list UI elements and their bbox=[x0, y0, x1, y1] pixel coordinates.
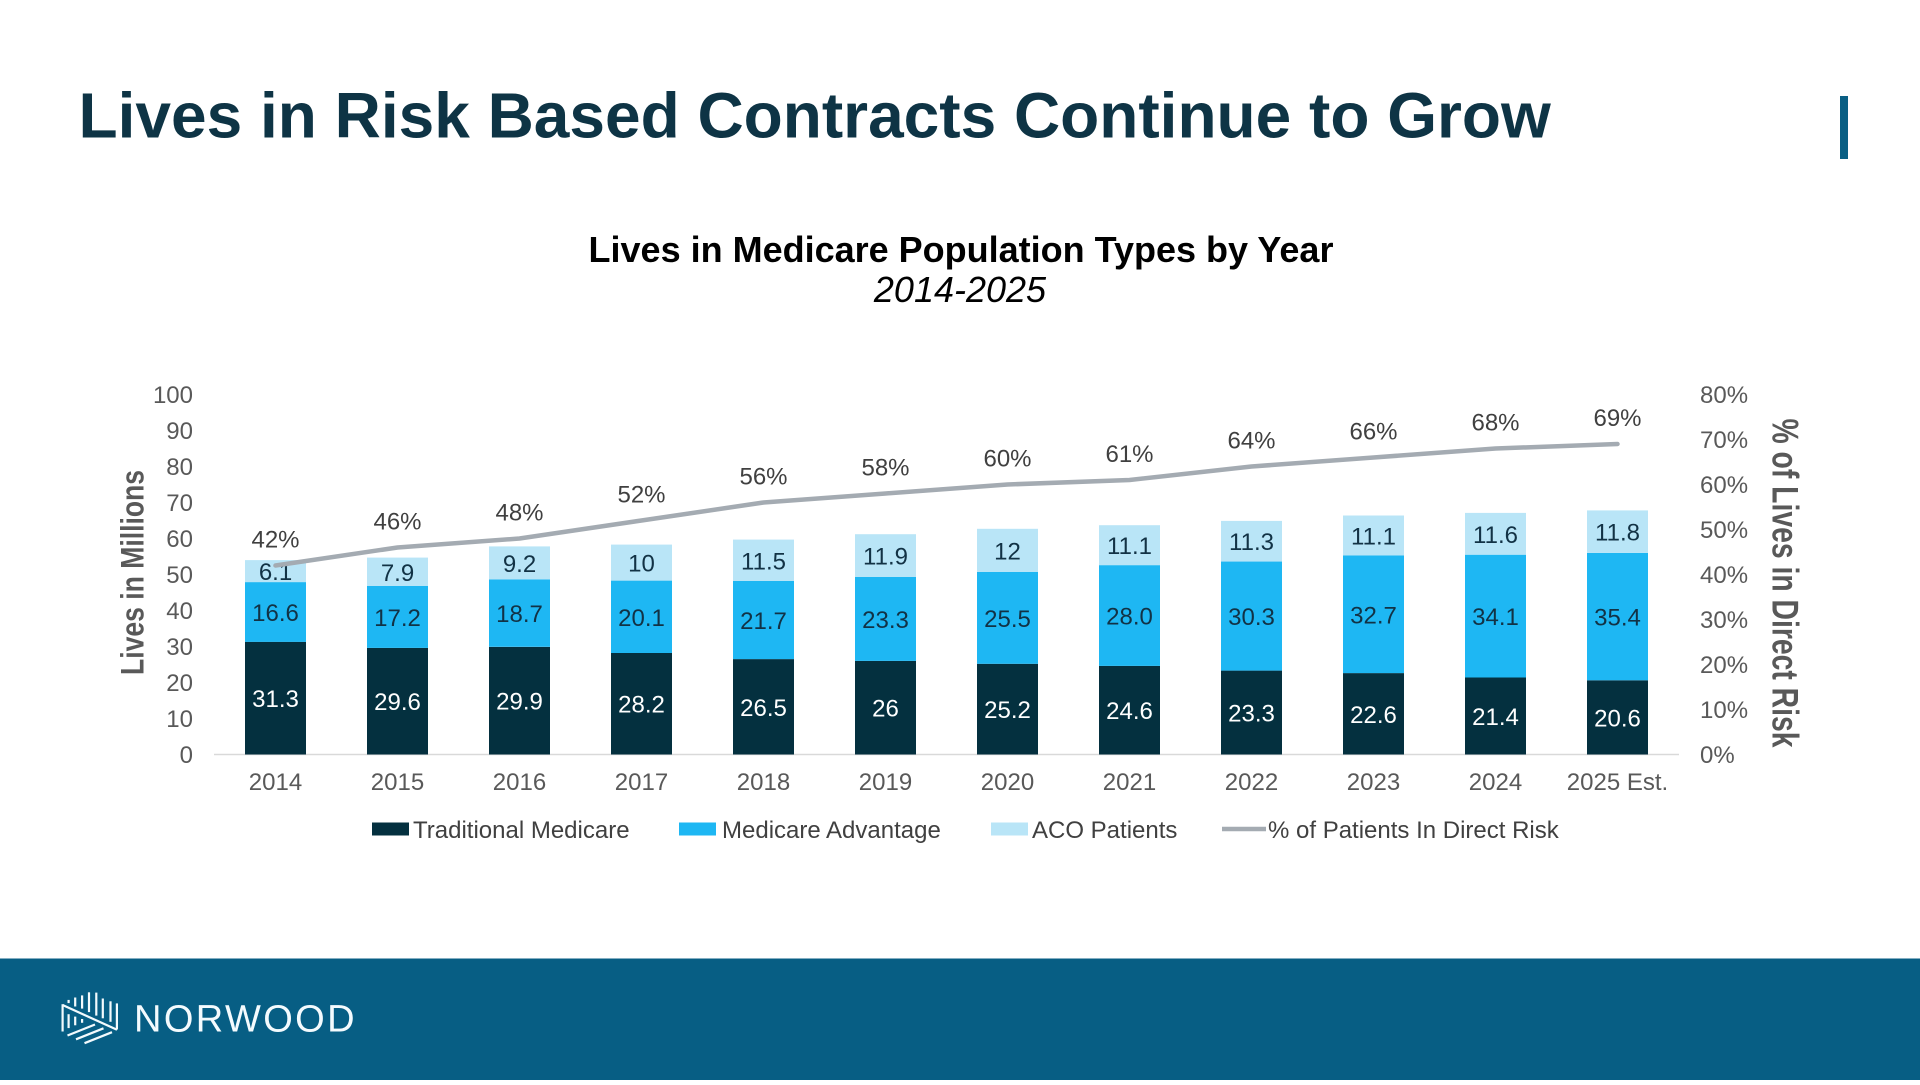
svg-text:50: 50 bbox=[166, 562, 193, 589]
svg-text:10: 10 bbox=[628, 551, 655, 578]
svg-text:11.8: 11.8 bbox=[1595, 520, 1640, 547]
svg-text:20.1: 20.1 bbox=[618, 605, 665, 632]
svg-text:34.1: 34.1 bbox=[1472, 604, 1519, 631]
svg-text:56%: 56% bbox=[739, 464, 787, 491]
svg-text:2019: 2019 bbox=[859, 769, 912, 796]
svg-text:32.7: 32.7 bbox=[1350, 602, 1397, 629]
svg-text:69%: 69% bbox=[1593, 405, 1641, 432]
svg-text:2017: 2017 bbox=[615, 769, 668, 796]
svg-text:25.5: 25.5 bbox=[984, 606, 1031, 633]
svg-text:25.2: 25.2 bbox=[984, 697, 1031, 724]
svg-text:2018: 2018 bbox=[737, 769, 790, 796]
svg-text:40%: 40% bbox=[1700, 562, 1748, 589]
svg-text:29.9: 29.9 bbox=[496, 689, 543, 716]
svg-text:11.6: 11.6 bbox=[1473, 522, 1518, 549]
svg-text:61%: 61% bbox=[1105, 441, 1153, 468]
svg-text:2024: 2024 bbox=[1469, 769, 1522, 796]
svg-text:64%: 64% bbox=[1227, 428, 1275, 455]
svg-text:100: 100 bbox=[153, 382, 193, 409]
svg-text:80%: 80% bbox=[1700, 382, 1748, 409]
svg-text:0%: 0% bbox=[1700, 742, 1735, 769]
svg-text:35.4: 35.4 bbox=[1594, 605, 1641, 632]
svg-text:52%: 52% bbox=[617, 482, 665, 509]
svg-text:11.5: 11.5 bbox=[741, 548, 786, 575]
svg-text:12: 12 bbox=[994, 538, 1021, 565]
svg-text:80: 80 bbox=[166, 454, 193, 481]
svg-text:16.6: 16.6 bbox=[252, 600, 299, 627]
svg-text:90: 90 bbox=[166, 418, 193, 445]
svg-text:2020: 2020 bbox=[981, 769, 1034, 796]
svg-text:% of Lives in Direct Risk: % of Lives in Direct Risk bbox=[1765, 419, 1806, 748]
svg-text:42%: 42% bbox=[251, 527, 299, 554]
svg-text:7.9: 7.9 bbox=[381, 560, 414, 587]
svg-text:23.3: 23.3 bbox=[862, 607, 909, 634]
svg-text:22.6: 22.6 bbox=[1350, 702, 1397, 729]
svg-text:50%: 50% bbox=[1700, 517, 1748, 544]
svg-text:0: 0 bbox=[180, 742, 193, 769]
svg-text:66%: 66% bbox=[1349, 419, 1397, 446]
svg-text:18.7: 18.7 bbox=[496, 601, 543, 628]
svg-text:2015: 2015 bbox=[371, 769, 424, 796]
svg-text:40: 40 bbox=[166, 598, 193, 625]
svg-text:% of Patients In Direct Risk: % of Patients In Direct Risk bbox=[1268, 817, 1560, 844]
svg-text:70%: 70% bbox=[1700, 427, 1748, 454]
svg-text:58%: 58% bbox=[861, 455, 909, 482]
svg-text:20%: 20% bbox=[1700, 652, 1748, 679]
svg-text:20: 20 bbox=[166, 670, 193, 697]
svg-text:60%: 60% bbox=[1700, 472, 1748, 499]
svg-text:46%: 46% bbox=[373, 509, 421, 536]
svg-text:Lives in Medicare Population T: Lives in Medicare Population Types by Ye… bbox=[589, 229, 1334, 270]
svg-text:30: 30 bbox=[166, 634, 193, 661]
svg-text:17.2: 17.2 bbox=[374, 605, 421, 632]
svg-text:NORWOOD: NORWOOD bbox=[134, 999, 357, 1041]
svg-text:29.6: 29.6 bbox=[374, 689, 421, 716]
svg-text:2016: 2016 bbox=[493, 769, 546, 796]
svg-text:2014-2025: 2014-2025 bbox=[873, 269, 1047, 310]
svg-text:10%: 10% bbox=[1700, 697, 1748, 724]
svg-text:68%: 68% bbox=[1471, 410, 1519, 437]
svg-text:Medicare Advantage: Medicare Advantage bbox=[722, 817, 941, 844]
svg-text:30%: 30% bbox=[1700, 607, 1748, 634]
svg-text:ACO Patients: ACO Patients bbox=[1032, 817, 1177, 844]
svg-text:31.3: 31.3 bbox=[252, 686, 299, 713]
svg-text:11.3: 11.3 bbox=[1229, 529, 1274, 556]
svg-text:60%: 60% bbox=[983, 446, 1031, 473]
svg-text:2023: 2023 bbox=[1347, 769, 1400, 796]
svg-text:24.6: 24.6 bbox=[1106, 698, 1153, 725]
svg-text:30.3: 30.3 bbox=[1228, 604, 1275, 631]
svg-text:48%: 48% bbox=[495, 500, 543, 527]
svg-text:28.2: 28.2 bbox=[618, 692, 665, 719]
svg-text:11.1: 11.1 bbox=[1351, 523, 1396, 550]
svg-text:11.9: 11.9 bbox=[863, 544, 908, 571]
svg-text:9.2: 9.2 bbox=[503, 551, 536, 578]
svg-text:20.6: 20.6 bbox=[1594, 705, 1641, 732]
svg-text:11.1: 11.1 bbox=[1107, 533, 1152, 560]
svg-text:10: 10 bbox=[166, 706, 193, 733]
svg-text:70: 70 bbox=[166, 490, 193, 517]
svg-text:60: 60 bbox=[166, 526, 193, 553]
svg-text:26.5: 26.5 bbox=[740, 695, 787, 722]
svg-text:2022: 2022 bbox=[1225, 769, 1278, 796]
svg-text:Lives in Risk Based Contracts: Lives in Risk Based Contracts Continue t… bbox=[79, 80, 1551, 152]
svg-text:2021: 2021 bbox=[1103, 769, 1156, 796]
svg-text:2014: 2014 bbox=[249, 769, 302, 796]
svg-text:26: 26 bbox=[872, 696, 899, 723]
svg-text:21.7: 21.7 bbox=[740, 608, 787, 635]
svg-text:28.0: 28.0 bbox=[1106, 604, 1153, 631]
svg-text:21.4: 21.4 bbox=[1472, 704, 1519, 731]
svg-text:Lives in Millions: Lives in Millions bbox=[115, 470, 151, 675]
svg-text:23.3: 23.3 bbox=[1228, 701, 1275, 728]
svg-text:2025 Est.: 2025 Est. bbox=[1567, 769, 1668, 796]
svg-text:Traditional Medicare: Traditional Medicare bbox=[413, 817, 630, 844]
